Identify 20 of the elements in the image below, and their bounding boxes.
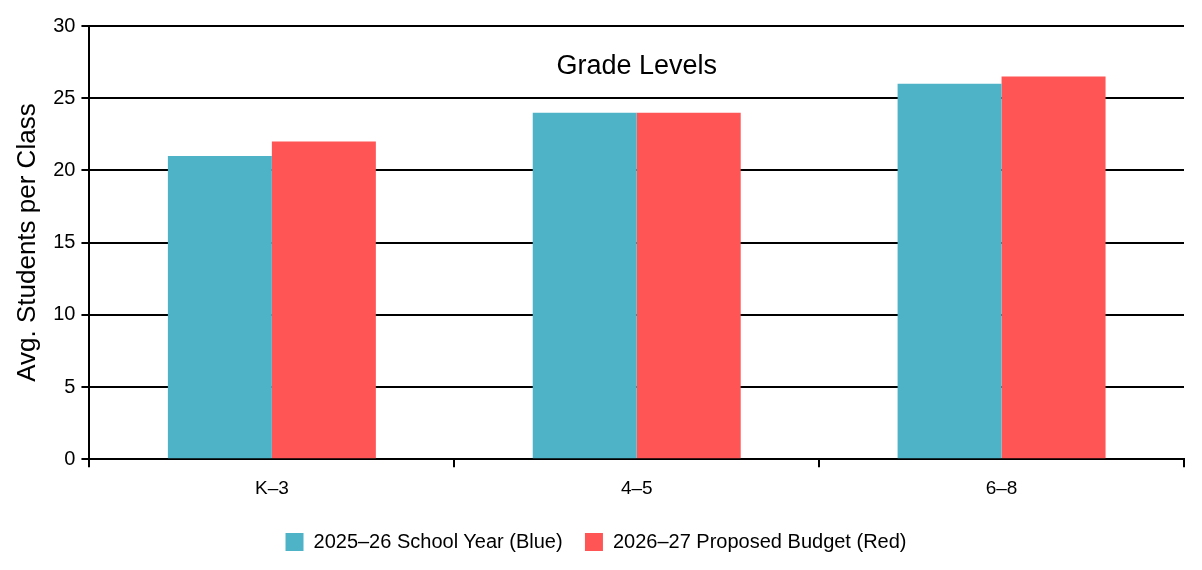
bar [1001,76,1106,459]
x-tick-label: 4–5 [620,476,653,498]
bar [271,141,376,459]
bar [897,83,1002,459]
x-tick-label: K–3 [254,476,289,498]
y-axis-title: Avg. Students per Class [10,103,41,382]
y-tick-label: 25 [53,85,76,108]
y-tick-label: 0 [64,446,76,469]
x-tick-label: 6–8 [985,476,1018,498]
bar [636,112,741,459]
text: Grade Levels [556,50,718,81]
legend-label: 2025–26 School Year (Blue) [313,529,563,552]
y-tick-label: 20 [53,157,76,180]
y-tick-label: 10 [53,302,76,325]
y-tick-label: 30 [53,13,76,36]
bar [532,112,637,459]
bar [167,155,272,459]
legend-label: 2026–27 Proposed Budget (Red) [612,529,907,552]
y-tick-label: 15 [53,230,76,253]
y-tick-label: 5 [64,374,76,397]
